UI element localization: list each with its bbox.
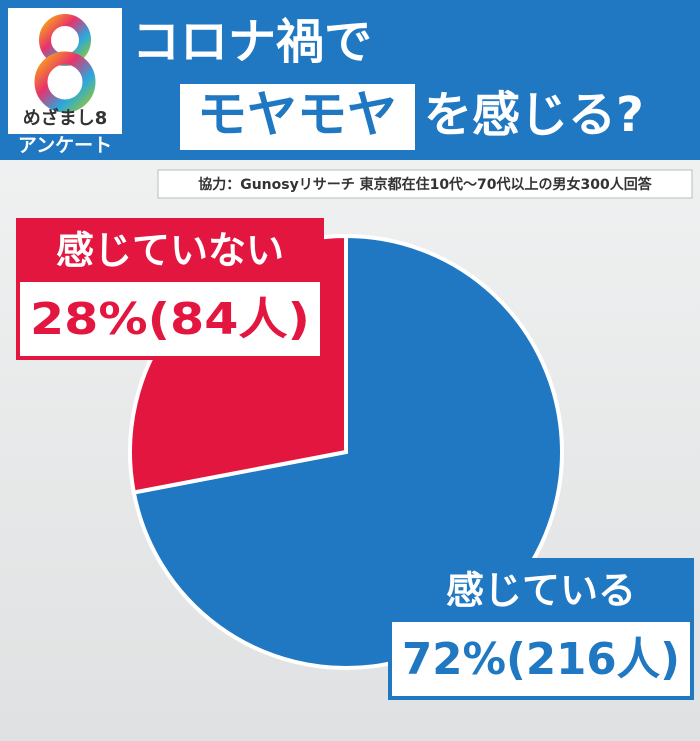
- title-highlight-box: [180, 84, 415, 150]
- logo-sub: アンケート: [18, 135, 112, 157]
- title: コロナ禍で: [132, 14, 372, 70]
- label-head: [18, 220, 322, 282]
- source-box: [157, 169, 693, 199]
- value-label: 28%(84人): [30, 294, 310, 345]
- source: 協力：Gunosyリサーチ 東京都在住10代〜70代以上の男女300人回答: [198, 176, 653, 193]
- category-label: 感じていない: [56, 229, 284, 273]
- logo-mark: [34, 51, 96, 113]
- labels: 感じている 72%(216人) 感じていない 28%(84人): [16, 218, 694, 700]
- title-end: を感じる?: [424, 87, 644, 143]
- label-head: [390, 560, 692, 622]
- value-label: 72%(216人): [402, 634, 680, 685]
- logo-box: [8, 8, 122, 134]
- category-label: 感じている: [446, 569, 636, 613]
- logo-sub-box: [8, 134, 122, 158]
- logo-text: めざまし8: [23, 107, 108, 129]
- title-highlight: モヤモヤ: [197, 86, 397, 144]
